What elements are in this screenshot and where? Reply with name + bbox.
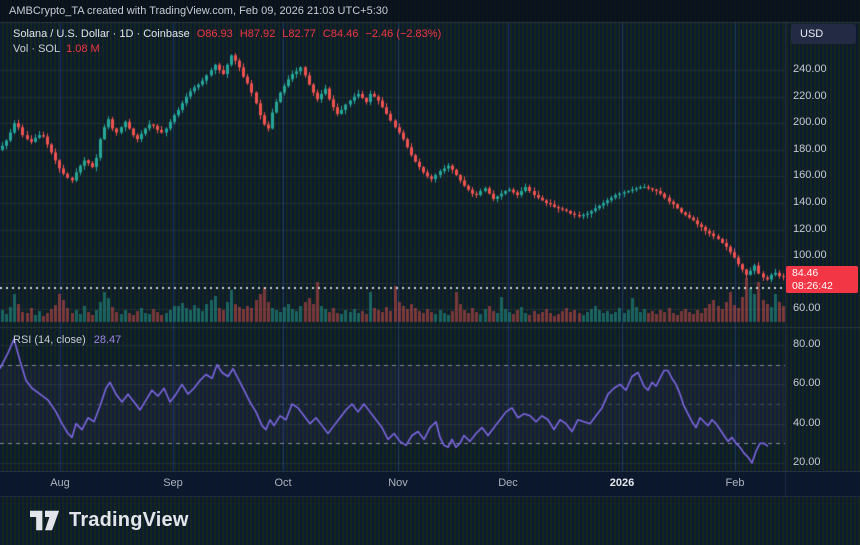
- ohlc-low: L82.77: [282, 28, 316, 40]
- ohlc-change: −2.46 (−2.83%): [365, 28, 442, 40]
- time-tick: Dec: [498, 477, 518, 489]
- volume-label: Vol · SOL: [13, 43, 61, 55]
- time-tick: Nov: [388, 477, 408, 489]
- price-tick: 140.00: [793, 196, 827, 208]
- price-tick: 240.00: [793, 63, 827, 75]
- ohlc-high: H87.92: [239, 28, 276, 40]
- rsi-tick: 60.00: [793, 377, 821, 389]
- rsi-tick: 40.00: [793, 417, 821, 429]
- rsi-title[interactable]: RSI (14, close): [13, 334, 86, 346]
- price-tick: 100.00: [793, 249, 827, 261]
- rsi-value: 28.47: [93, 334, 122, 346]
- time-tick: Oct: [274, 477, 292, 489]
- ohlc-open: O86.93: [196, 28, 233, 40]
- time-tick: Sep: [163, 477, 183, 489]
- last-price-label: 84.46 08:26:42: [786, 266, 858, 293]
- symbol-legend: Solana / U.S. Dollar · 1D · Coinbase O86.…: [13, 28, 448, 40]
- price-tick: 180.00: [793, 143, 827, 155]
- price-tick: 120.00: [793, 223, 827, 235]
- bar-countdown: 08:26:42: [792, 280, 833, 292]
- price-tick: 200.00: [793, 116, 827, 128]
- time-tick: Feb: [725, 477, 745, 489]
- rsi-legend: RSI (14, close) 28.47: [13, 334, 121, 346]
- ohlc-close: C84.46: [322, 28, 359, 40]
- last-price-value: 84.46: [792, 267, 819, 279]
- tradingview-logo-mark: [30, 510, 60, 531]
- price-tick: 160.00: [793, 169, 827, 181]
- rsi-tick: 20.00: [793, 456, 821, 468]
- price-tick: 60.00: [793, 302, 821, 314]
- currency-button[interactable]: USD: [791, 24, 856, 44]
- volume-legend: Vol · SOL 1.08 M: [13, 43, 100, 55]
- tradingview-logo[interactable]: TradingView: [30, 509, 189, 532]
- rsi-tick: 80.00: [793, 338, 821, 350]
- symbol-title[interactable]: Solana / U.S. Dollar · 1D · Coinbase: [13, 28, 190, 40]
- time-tick-year: 2026: [609, 477, 635, 489]
- price-tick: 220.00: [793, 90, 827, 102]
- time-tick: Aug: [50, 477, 70, 489]
- volume-value: 1.08 M: [66, 43, 100, 55]
- currency-button-label: USD: [800, 28, 824, 40]
- tradingview-logo-text: TradingView: [69, 509, 189, 531]
